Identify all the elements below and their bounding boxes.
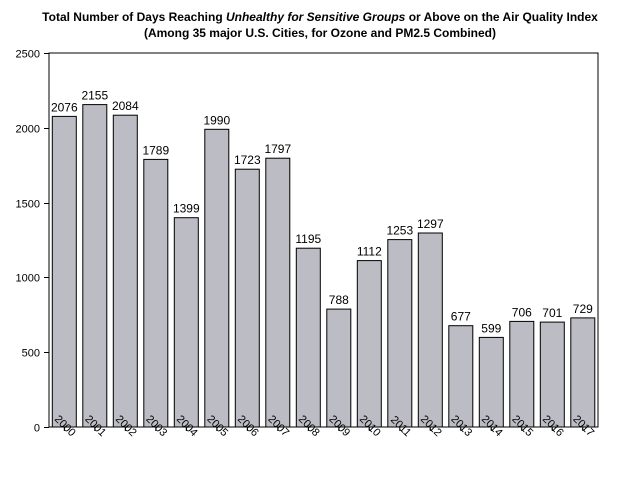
plot-frame (48, 52, 599, 428)
data-label: 1112 (357, 245, 382, 259)
bar (173, 217, 199, 428)
bar (417, 232, 443, 428)
data-label: 1990 (203, 113, 230, 127)
data-label: 1297 (417, 217, 444, 231)
data-label: 1399 (173, 202, 200, 216)
bar (356, 260, 382, 428)
data-label: 1195 (295, 232, 321, 246)
data-label: 1789 (142, 143, 169, 157)
title-part1: Total Number of Days Reaching (42, 10, 226, 24)
y-tick-label: 1000 (16, 273, 40, 285)
bar (234, 168, 260, 428)
bar (112, 114, 138, 428)
bar (265, 157, 291, 428)
bar (387, 239, 413, 428)
y-tick-label: 1500 (16, 199, 40, 211)
data-label: 1797 (264, 142, 291, 156)
data-label: 729 (573, 302, 593, 316)
bar (539, 321, 565, 428)
data-label: 2076 (51, 100, 78, 114)
data-label: 2155 (81, 89, 108, 103)
title-part2: or Above on the Air Quality Index (405, 10, 598, 24)
data-label: 701 (542, 306, 562, 320)
bar (143, 158, 169, 428)
data-label: 599 (481, 321, 501, 335)
chart-title: Total Number of Days Reaching Unhealthy … (0, 9, 640, 41)
data-label: 788 (329, 293, 349, 307)
y-tick-label: 2000 (16, 124, 40, 136)
title-italic: Unhealthy for Sensitive Groups (225, 10, 406, 24)
bar (509, 320, 535, 428)
y-tick-label: 500 (22, 348, 40, 360)
data-label: 1253 (386, 224, 413, 238)
y-tick-label: 2500 (16, 49, 40, 61)
data-label: 2084 (112, 99, 139, 113)
bar (478, 336, 504, 428)
bar (448, 325, 474, 428)
data-label: 1723 (234, 153, 261, 167)
bar (82, 104, 108, 428)
bar (326, 308, 352, 428)
bar (295, 247, 321, 428)
data-label: 677 (451, 310, 471, 324)
bar (204, 128, 230, 428)
chart-title-line1: Total Number of Days Reaching Unhealthy … (0, 9, 640, 25)
bar (570, 317, 596, 428)
bar (51, 115, 77, 428)
chart-subtitle: (Among 35 major U.S. Cities, for Ozone a… (143, 26, 497, 40)
data-label: 706 (512, 305, 532, 319)
y-tick-label: 0 (34, 423, 40, 435)
